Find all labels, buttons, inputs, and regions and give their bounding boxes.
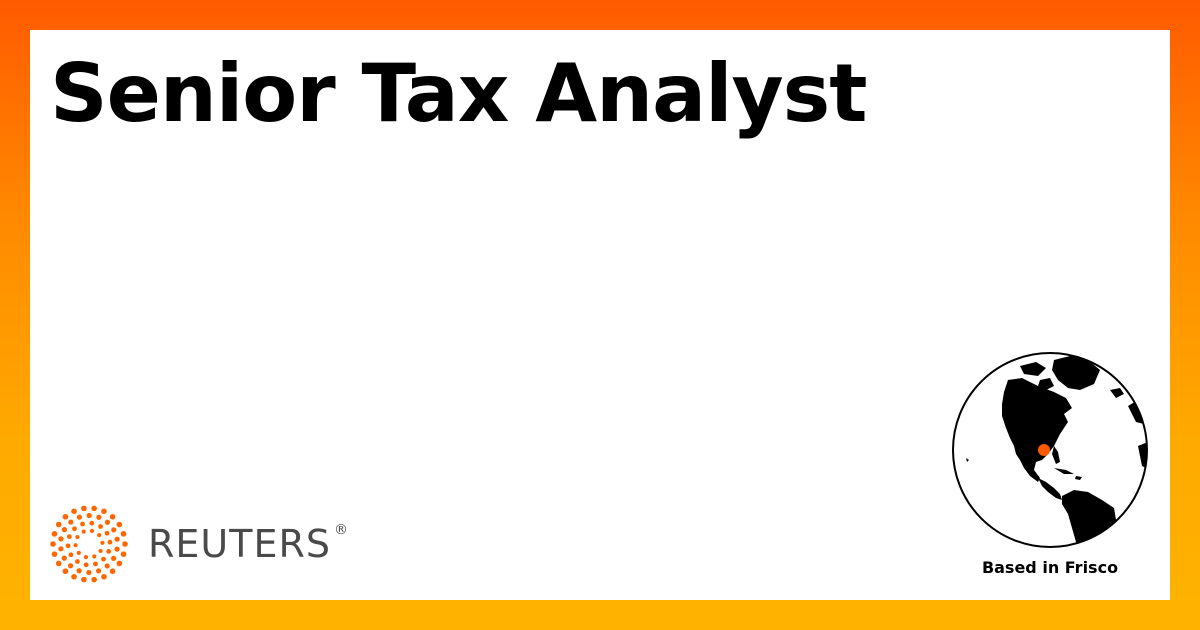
logo-dot xyxy=(120,531,127,537)
logo-dot xyxy=(86,512,92,519)
logo-dot xyxy=(109,568,116,575)
logo-dot xyxy=(72,526,77,532)
logo-dot xyxy=(62,568,69,575)
reuters-dots-logo-icon xyxy=(50,505,128,583)
logo-dot xyxy=(122,541,128,547)
location-marker-icon xyxy=(1038,444,1050,456)
logo-dot xyxy=(111,555,117,561)
logo-dot xyxy=(83,555,89,560)
logo-dot xyxy=(101,573,107,580)
logo-dot xyxy=(62,513,69,520)
logo-dot xyxy=(96,514,102,520)
logo-dot xyxy=(111,527,117,533)
logo-dot xyxy=(81,576,87,583)
logo-dot xyxy=(86,569,92,576)
logo-dot xyxy=(61,555,67,561)
logo-dot xyxy=(50,541,56,547)
share-card: Senior Tax Analyst REUTERS ® xyxy=(30,30,1170,600)
logo-dot xyxy=(104,563,110,569)
logo-dot xyxy=(120,551,127,557)
job-title: Senior Tax Analyst xyxy=(50,47,867,140)
logo-dot xyxy=(76,568,82,574)
logo-dot xyxy=(106,549,112,554)
logo-dot xyxy=(98,548,103,554)
reuters-wordmark: REUTERS ® xyxy=(148,522,349,566)
logo-dot xyxy=(109,513,116,520)
logo-dot xyxy=(75,534,80,540)
reuters-logo: REUTERS ® xyxy=(50,505,349,583)
logo-dot xyxy=(81,505,87,512)
logo-dot xyxy=(75,559,80,564)
logo-dot xyxy=(68,552,74,558)
logo-dot xyxy=(101,508,107,515)
logo-dot xyxy=(65,543,71,549)
logo-dot xyxy=(55,560,62,567)
logo-dot xyxy=(66,534,72,539)
logo-dot xyxy=(91,505,97,512)
logo-dot xyxy=(81,529,86,534)
logo-dot xyxy=(80,521,85,527)
logo-dot xyxy=(67,563,74,569)
logo-dot xyxy=(92,554,97,559)
logo-dot xyxy=(51,531,58,537)
logo-dot xyxy=(68,519,74,525)
globe-icon xyxy=(952,352,1148,548)
brand-name: REUTERS xyxy=(148,522,331,566)
logo-dot xyxy=(104,530,110,536)
logo-dot xyxy=(116,560,123,567)
registered-mark: ® xyxy=(333,522,349,538)
logo-dot xyxy=(71,573,77,580)
logo-dot xyxy=(71,508,77,515)
logo-dot xyxy=(107,539,113,545)
logo-dot xyxy=(93,561,98,567)
logo-dot xyxy=(58,536,64,542)
logo-dot xyxy=(116,521,123,528)
logo-dot xyxy=(100,540,105,545)
logo-dot xyxy=(96,568,102,574)
logo-dot xyxy=(91,576,97,583)
logo-dot xyxy=(76,550,81,555)
logo-dot xyxy=(51,551,58,557)
logo-dot xyxy=(101,556,106,562)
logo-dot xyxy=(114,546,120,552)
logo-dot xyxy=(73,543,78,548)
logo-dot xyxy=(55,521,62,528)
logo-dot xyxy=(61,527,67,533)
location-caption: Based in Frisco xyxy=(981,558,1119,577)
logo-dot xyxy=(58,546,64,552)
logo-dot xyxy=(104,519,111,525)
logo-dot xyxy=(114,536,120,542)
logo-dot xyxy=(76,514,82,520)
logo-dot xyxy=(97,533,102,538)
logo-dot xyxy=(89,528,95,533)
logo-dot xyxy=(98,524,103,529)
logo-dot xyxy=(89,520,95,526)
logo-dot xyxy=(83,562,89,568)
